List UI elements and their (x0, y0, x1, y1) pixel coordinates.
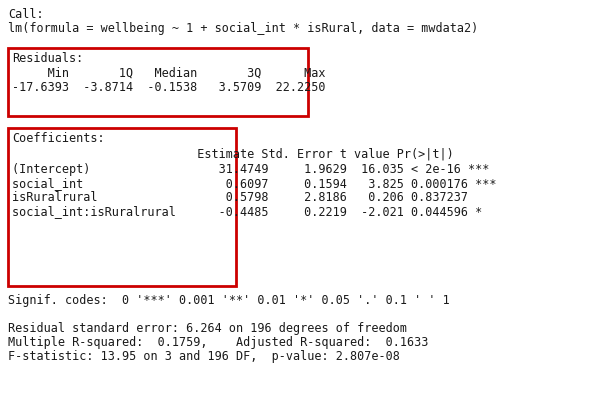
Text: (Intercept)                  31.4749     1.9629  16.035 < 2e-16 ***: (Intercept) 31.4749 1.9629 16.035 < 2e-1… (12, 163, 489, 176)
Text: lm(formula = wellbeing ~ 1 + social_int * isRural, data = mwdata2): lm(formula = wellbeing ~ 1 + social_int … (8, 22, 478, 35)
Text: Residual standard error: 6.264 on 196 degrees of freedom: Residual standard error: 6.264 on 196 de… (8, 322, 407, 335)
Text: Min       1Q   Median       3Q      Max: Min 1Q Median 3Q Max (12, 67, 326, 80)
Text: Residuals:: Residuals: (12, 52, 83, 65)
Text: Multiple R-squared:  0.1759,    Adjusted R-squared:  0.1633: Multiple R-squared: 0.1759, Adjusted R-s… (8, 336, 428, 349)
Text: Signif. codes:  0 '***' 0.001 '**' 0.01 '*' 0.05 '.' 0.1 ' ' 1: Signif. codes: 0 '***' 0.001 '**' 0.01 '… (8, 294, 450, 307)
Text: F-statistic: 13.95 on 3 and 196 DF,  p-value: 2.807e-08: F-statistic: 13.95 on 3 and 196 DF, p-va… (8, 350, 400, 363)
Text: Call:: Call: (8, 8, 43, 21)
Text: Estimate Std. Error t value Pr(>|t|): Estimate Std. Error t value Pr(>|t|) (12, 148, 482, 161)
Text: -17.6393  -3.8714  -0.1538   3.5709  22.2250: -17.6393 -3.8714 -0.1538 3.5709 22.2250 (12, 81, 326, 94)
Text: social_int:isRuralrural      -0.4485     0.2219  -2.021 0.044596 *: social_int:isRuralrural -0.4485 0.2219 -… (12, 205, 497, 218)
Text: social_int                    0.6097     0.1594   3.825 0.000176 ***: social_int 0.6097 0.1594 3.825 0.000176 … (12, 177, 497, 190)
Text: isRuralrural                  0.5798     2.8186   0.206 0.837237: isRuralrural 0.5798 2.8186 0.206 0.83723… (12, 191, 497, 204)
Text: Coefficients:: Coefficients: (12, 132, 105, 145)
